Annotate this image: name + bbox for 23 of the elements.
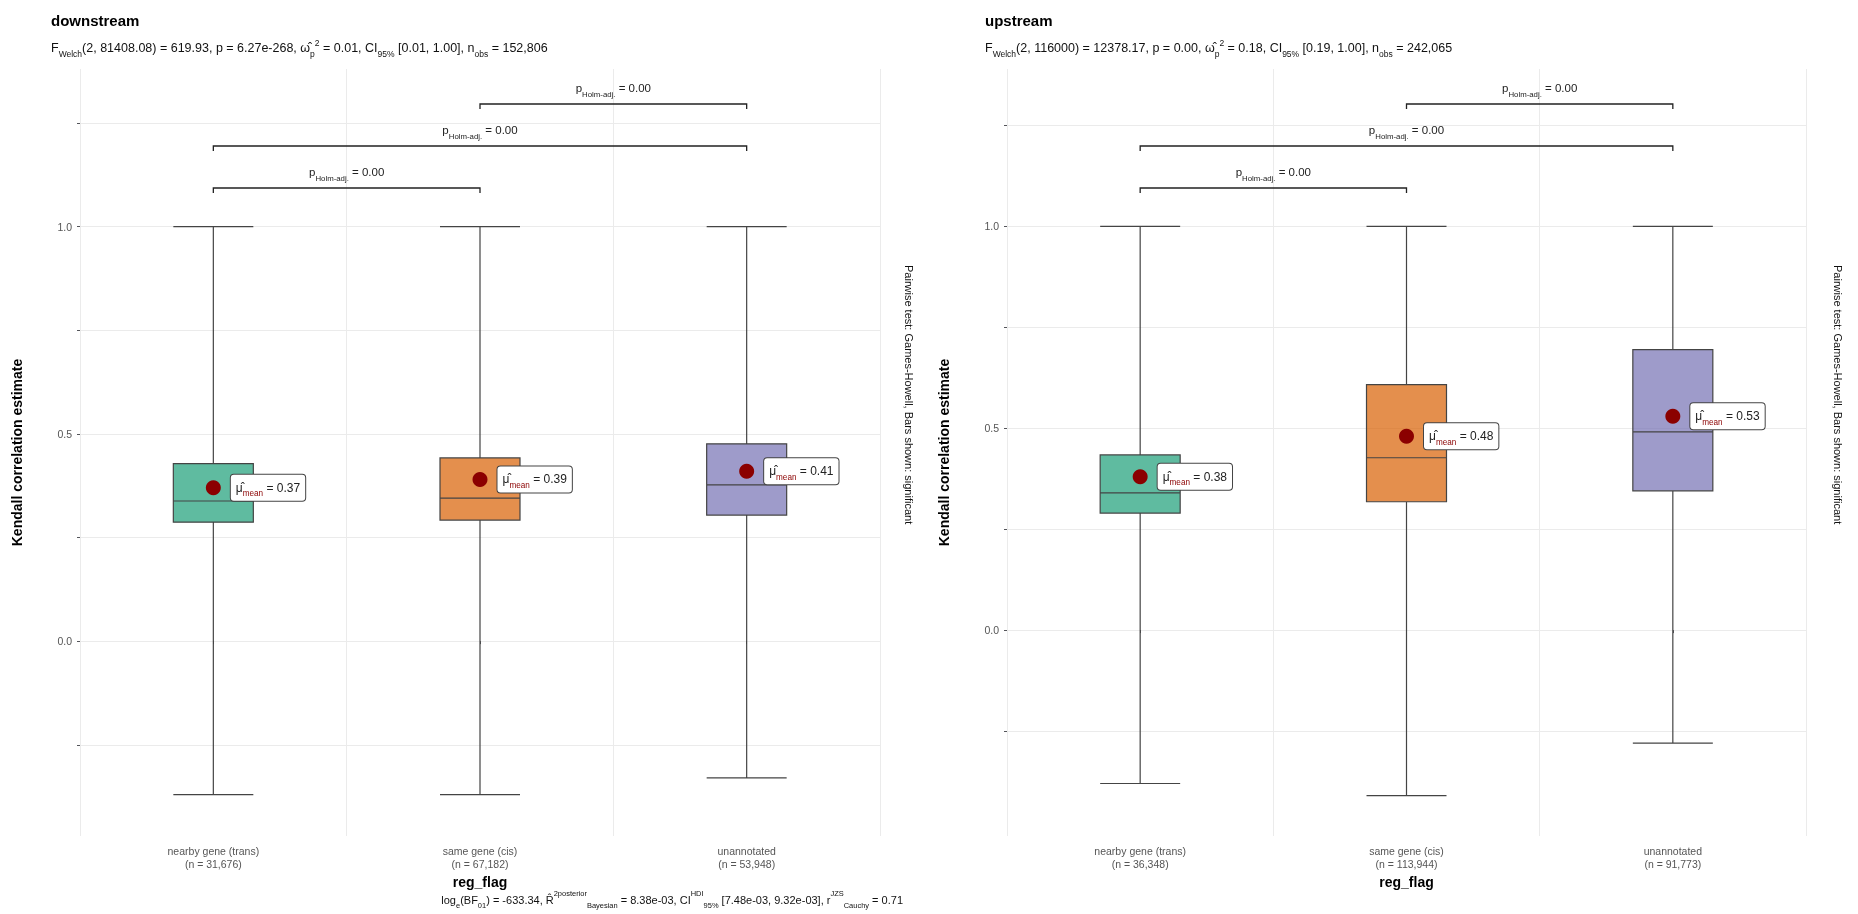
x-tick-label: unannotated (n = 53,948) xyxy=(717,844,777,870)
x-tick-label: same gene (cis) (n = 67,182) xyxy=(442,844,518,870)
x-tick-label: unannotated (n = 91,773) xyxy=(1643,844,1703,870)
x-tick-label: nearby gene (trans) (n = 31,676) xyxy=(167,844,260,870)
y-tick-label: 0.5 xyxy=(57,427,73,440)
y-tick-label: 0.5 xyxy=(984,422,1000,435)
y-axis-title: Kendall correlation estimate xyxy=(936,358,952,547)
y-axis-title: Kendall correlation estimate xyxy=(9,358,25,547)
point xyxy=(1399,428,1414,444)
x-axis-title: reg_flag xyxy=(452,873,508,890)
y2-axis-title: Pairwise test: Games-Howell, Bars shown: significant xyxy=(903,265,915,525)
y-tick-label: 1.0 xyxy=(984,220,1000,233)
y-tick-label: 0.0 xyxy=(984,624,1000,637)
x-tick-label: nearby gene (trans) (n = 36,348) xyxy=(1094,844,1186,870)
y-tick-label: 0.0 xyxy=(57,635,73,648)
chart-title: downstream xyxy=(51,12,140,29)
x-axis-title: reg_flag xyxy=(1379,873,1434,890)
y2-axis-title: Pairwise test: Games-Howell, Bars shown: significant xyxy=(1832,265,1844,525)
chart-title: upstream xyxy=(985,12,1053,29)
x-tick-label: same gene (cis) (n = 113,944) xyxy=(1369,844,1444,870)
y-tick-label: 1.0 xyxy=(57,220,73,233)
point xyxy=(1665,408,1681,424)
point xyxy=(1132,469,1148,485)
